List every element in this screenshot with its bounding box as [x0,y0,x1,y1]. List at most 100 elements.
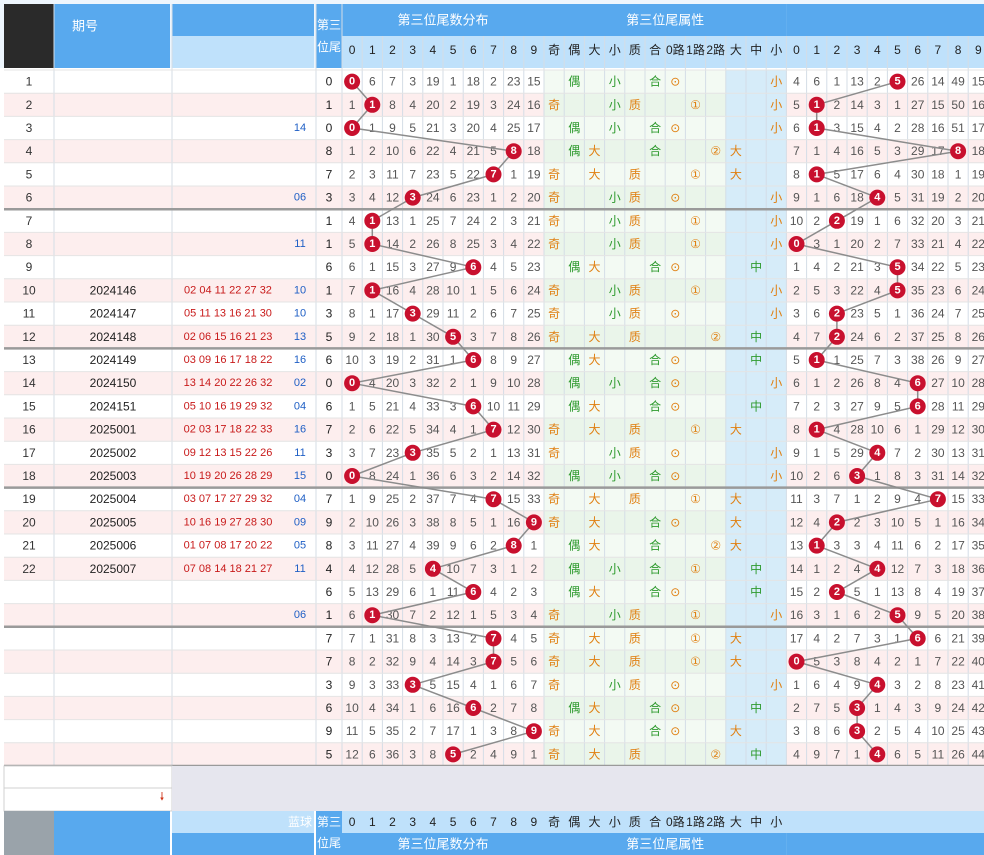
miss-count: 22 [426,144,440,158]
digit-ball [808,421,825,438]
miss-count: 5 [813,655,820,669]
row-blue-ball: 11 [294,238,305,250]
miss-count: 21 [972,214,984,228]
row-index: 20 [22,515,36,529]
attr-zone-bg [725,278,787,302]
miss-count: 5 [894,191,901,205]
miss-count: 2 [349,515,356,529]
miss-count: 5 [894,399,901,413]
attr-value: 小 [609,307,621,321]
miss-count: 29 [527,399,541,413]
miss-count: 1 [349,144,356,158]
trend-line [412,428,494,454]
attr-value: 小 [770,75,782,89]
weitail-header-top: 第三 [317,18,341,32]
miss-count: 3 [874,631,881,645]
attr-zone-bg [725,487,787,511]
miss-count: 3 [349,191,356,205]
digit-ball [404,189,421,206]
digit-ball-label: 3 [854,702,860,714]
miss-count: 32 [426,376,440,390]
miss-count: 2 [894,330,901,344]
miss-count: 5 [349,237,356,251]
attr-value: 偶 [568,376,580,390]
row-blue-ball: 04 [294,493,306,505]
trend-line [452,730,535,756]
miss-count: 12 [446,608,460,622]
digit-ball [828,305,845,322]
digit-ball [909,630,926,647]
miss-count: 7 [450,492,457,506]
miss-count: 3 [813,608,820,622]
miss-count: 1 [470,724,477,738]
miss-count: 22 [386,423,400,437]
attr-value: 小 [609,121,621,135]
trend-line [816,173,878,199]
digit-ball [929,491,946,508]
miss-count: 33 [426,399,440,413]
miss-count: 8 [349,307,356,321]
row-index: 10 [22,283,36,297]
miss-count: 5 [490,283,497,297]
miss-count: 5 [409,121,416,135]
attr-value: 大 [730,492,742,506]
miss-count: 22 [850,283,864,297]
miss-count: 21 [951,631,965,645]
miss-count: 33 [527,492,541,506]
row-numbers: 03 09 16 17 18 22 [184,354,273,366]
miss-count: 26 [931,353,945,367]
dropdown-arrow-icon: 🠗 [160,791,165,803]
miss-count: 11 [507,399,520,413]
miss-count: 10 [891,515,905,529]
miss-count: 7 [531,678,538,692]
digit-ball [465,259,482,276]
miss-count: 51 [951,121,965,135]
digit-ball [465,352,482,368]
miss-count: 24 [931,307,945,321]
digit-ball [525,723,542,740]
digit-ball [364,96,381,113]
miss-count: 30 [911,167,925,181]
miss-count: 8 [369,469,376,483]
miss-count: 26 [972,330,984,344]
miss-count: 3 [450,121,457,135]
corner-block [4,4,54,68]
row-weitail: 9 [326,724,333,738]
miss-count: 29 [386,585,400,599]
digit-ball [828,328,845,345]
miss-count: 8 [813,724,820,738]
row-index: 13 [22,353,36,367]
row-weitail: 0 [326,121,333,135]
attr-value: 合 [649,514,661,529]
miss-count: 3 [510,214,517,228]
row-index: 11 [23,307,36,321]
digit-ball [364,282,381,299]
trend-line [856,475,939,500]
row-issue: 2024151 [90,399,137,413]
trend-line [432,544,514,570]
trend-line [816,359,918,384]
trend-line [816,428,878,454]
attr-value: 质 [629,237,641,251]
miss-count: 5 [894,724,901,738]
miss-count: 8 [349,655,356,669]
miss-count: 16 [507,515,521,529]
digit-header: 0 [349,43,356,57]
digit-ball-label: 6 [915,632,921,644]
miss-count: 23 [972,260,984,274]
digit-ball [869,746,886,763]
miss-count: 11 [891,539,904,553]
digit-header: 5 [894,43,901,57]
miss-count: 12 [386,191,400,205]
attr-value: 质 [629,423,641,437]
digit-ball [869,189,886,206]
miss-count: 9 [369,492,376,506]
miss-count: 4 [531,608,538,622]
trend-line [796,637,918,663]
attr-value: 奇 [548,237,560,251]
miss-count: 7 [510,307,517,321]
digit-ball [889,73,906,90]
digit-header: 9 [975,43,982,57]
digit-ball [808,120,825,136]
miss-count: 10 [871,423,885,437]
